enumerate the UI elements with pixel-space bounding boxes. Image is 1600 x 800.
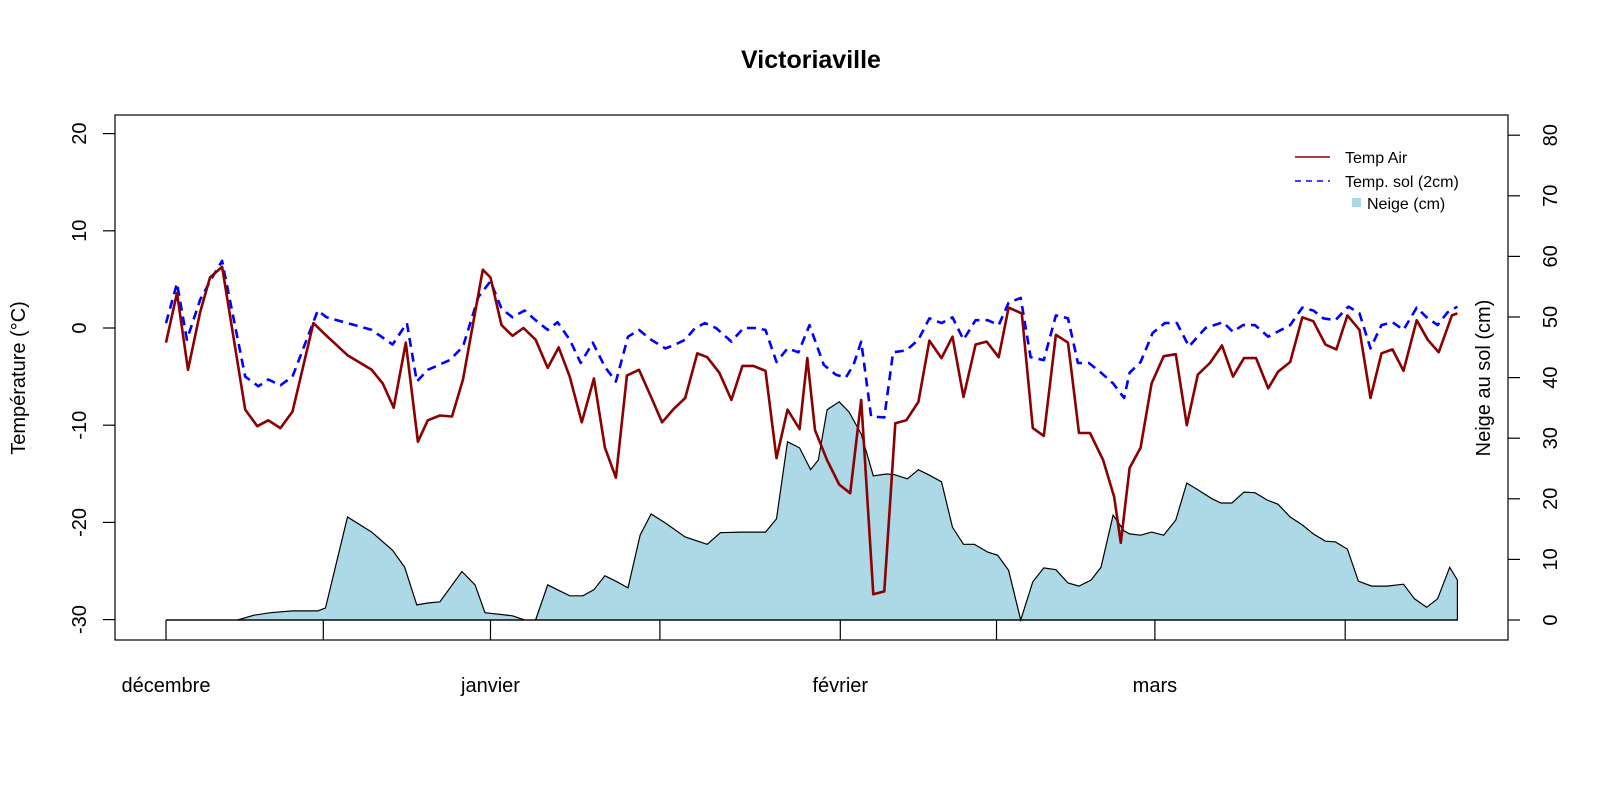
legend-label-soil: Temp. sol (2cm) [1345, 174, 1459, 191]
left-axis-tick-label: 0 [69, 322, 91, 333]
right-axis-tick-label: 30 [1540, 427, 1562, 449]
y-axis-title-right: Neige au sol (cm) [1473, 300, 1495, 457]
x-axis-tick-label: janvier [460, 675, 520, 697]
snow-area-layer [166, 401, 1458, 623]
right-axis-tick-label: 20 [1540, 488, 1562, 510]
x-axis-tick-label: décembre [122, 675, 211, 697]
air-temp-line [164, 265, 1458, 596]
left-axis: -30 -20 -10 0 10 20 [69, 122, 115, 634]
chart-title: Victoriaville [741, 46, 881, 74]
right-axis-tick-label: 0 [1540, 614, 1562, 625]
snow-area [166, 401, 1458, 623]
right-axis-tick-label: 70 [1540, 185, 1562, 207]
left-axis-tick-label: 10 [69, 220, 91, 242]
legend-label-snow: Neige (cm) [1367, 196, 1445, 213]
left-axis-tick-label: -30 [69, 605, 91, 634]
left-axis-tick-label: -20 [69, 508, 91, 537]
left-axis-tick-label: -10 [69, 411, 91, 440]
right-axis-tick-label: 60 [1540, 245, 1562, 267]
lines-layer [164, 259, 1459, 596]
right-axis-tick-label: 40 [1540, 366, 1562, 388]
right-axis-tick-label: 80 [1540, 124, 1562, 146]
x-axis: décembre janvier février mars [122, 619, 1458, 697]
right-axis-tick-label: 50 [1540, 306, 1562, 328]
y-axis-title-left: Température (°C) [8, 301, 30, 455]
legend-swatch-snow [1352, 198, 1361, 207]
right-axis-tick-label: 10 [1540, 548, 1562, 570]
left-axis-tick-label: 20 [69, 122, 91, 144]
legend-label-air: Temp Air [1345, 150, 1408, 167]
x-axis-tick-label: mars [1133, 675, 1177, 697]
right-axis: 0 10 20 30 40 50 60 70 80 [1508, 124, 1562, 626]
x-axis-tick-label: février [813, 675, 869, 697]
legend: Temp Air Temp. sol (2cm) Neige (cm) [1295, 150, 1459, 213]
